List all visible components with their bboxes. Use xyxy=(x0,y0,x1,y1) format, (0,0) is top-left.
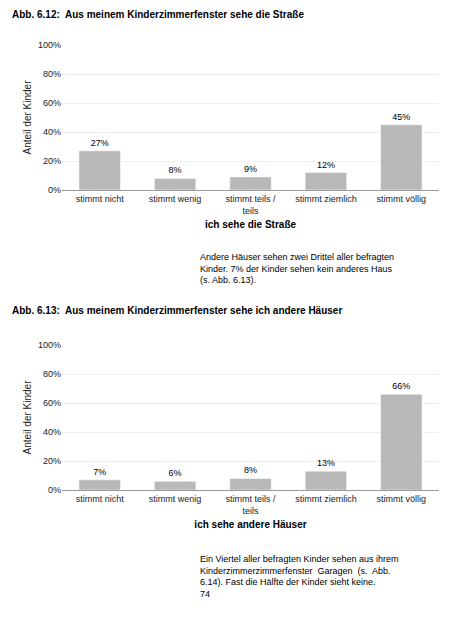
svg-text:20%: 20% xyxy=(43,456,61,466)
svg-text:stimmt teils /teils: stimmt teils /teils xyxy=(225,194,276,216)
svg-text:8%: 8% xyxy=(244,465,257,475)
svg-text:Anteil der Kinder: Anteil der Kinder xyxy=(22,80,33,155)
svg-text:ich sehe die Straße: ich sehe die Straße xyxy=(205,219,297,230)
svg-text:stimmt nicht: stimmt nicht xyxy=(76,194,125,204)
svg-text:9%: 9% xyxy=(244,164,257,174)
svg-text:Andere Häuser sehen zwei Dritt: Andere Häuser sehen zwei Drittel aller b… xyxy=(200,252,394,285)
svg-text:stimmt teils /teils: stimmt teils /teils xyxy=(225,494,276,516)
svg-text:45%: 45% xyxy=(392,112,410,122)
svg-text:100%: 100% xyxy=(38,40,61,50)
svg-text:Ein Viertel aller befragten Ki: Ein Viertel aller befragten Kinder sehen… xyxy=(200,554,398,599)
svg-text:12%: 12% xyxy=(317,160,335,170)
svg-text:40%: 40% xyxy=(43,127,61,137)
svg-text:80%: 80% xyxy=(43,369,61,379)
svg-text:6%: 6% xyxy=(169,468,182,478)
svg-text:60%: 60% xyxy=(43,98,61,108)
svg-text:stimmt ziemlich: stimmt ziemlich xyxy=(295,194,357,204)
svg-text:stimmt ziemlich: stimmt ziemlich xyxy=(295,494,357,504)
svg-text:stimmt völlig: stimmt völlig xyxy=(377,494,427,504)
svg-text:Anteil der Kinder: Anteil der Kinder xyxy=(22,380,33,455)
svg-text:80%: 80% xyxy=(43,69,61,79)
svg-text:8%: 8% xyxy=(169,165,182,175)
svg-text:100%: 100% xyxy=(38,340,61,350)
svg-text:0%: 0% xyxy=(48,185,61,195)
svg-text:7%: 7% xyxy=(93,467,106,477)
svg-text:stimmt völlig: stimmt völlig xyxy=(377,194,427,204)
svg-text:stimmt wenig: stimmt wenig xyxy=(149,194,202,204)
svg-text:60%: 60% xyxy=(43,398,61,408)
svg-text:0%: 0% xyxy=(48,485,61,495)
svg-text:27%: 27% xyxy=(91,138,109,148)
svg-text:stimmt wenig: stimmt wenig xyxy=(149,494,202,504)
svg-text:20%: 20% xyxy=(43,156,61,166)
svg-text:stimmt nicht: stimmt nicht xyxy=(76,494,125,504)
svg-text:Abb. 6.12: Aus meinem Kinderz: Abb. 6.12: Aus meinem Kinderzimmerfenste… xyxy=(12,9,304,20)
svg-text:66%: 66% xyxy=(392,381,410,391)
svg-text:ich sehe andere Häuser: ich sehe andere Häuser xyxy=(194,519,306,530)
svg-text:40%: 40% xyxy=(43,427,61,437)
svg-text:Abb. 6.13: Aus meinem Kinderz: Abb. 6.13: Aus meinem Kinderzimmerfenste… xyxy=(12,305,342,316)
svg-text:13%: 13% xyxy=(317,458,335,468)
